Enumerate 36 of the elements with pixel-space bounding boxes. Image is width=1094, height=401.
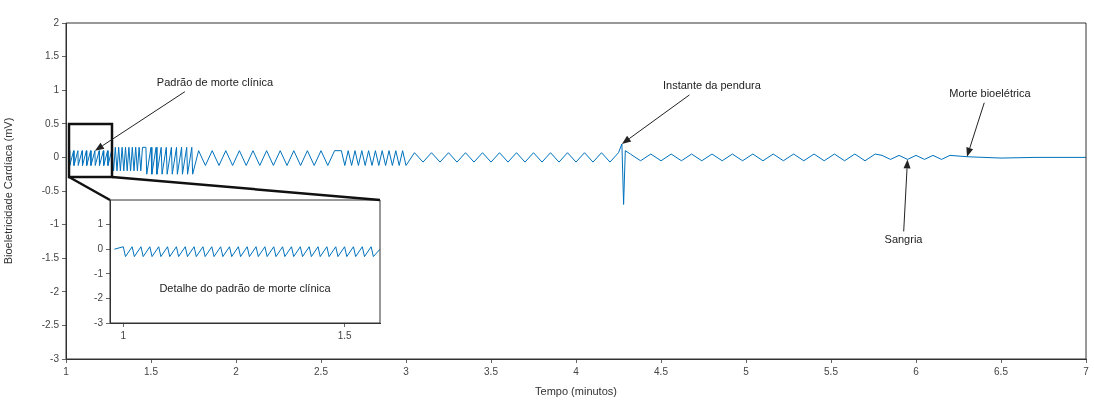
x-tick-label: 7 [1083,365,1090,377]
annotation: Instante da pendura [662,78,762,91]
y-tick-label: 1 [53,83,60,95]
x-tick-label: 6 [913,365,920,377]
x-tick-label: 1 [63,365,70,377]
y-tick-label: -2 [94,292,104,304]
y-tick-label: -1 [50,218,60,230]
annotation: Morte bioelétrica [949,86,1032,99]
x-tick-label: 3 [403,365,410,377]
y-tick-label: -1 [94,267,104,279]
x-tick-label: 4.5 [654,365,669,377]
x-tick-label: 5.5 [824,365,839,377]
x-tick-label: 2 [233,365,240,377]
y-tick-label: 0 [53,151,60,163]
y-tick-label: -1.5 [41,251,60,263]
annotation: Sangria [884,233,924,246]
annotation: Detalhe do padrão de morte clínica [159,281,332,294]
x-tick-label: 2.5 [314,365,329,377]
x-axis-title: Tempo (minutos) [535,385,617,398]
y-tick-label: 0.5 [45,117,60,129]
y-tick-label: -2 [50,285,60,297]
x-tick-label: 4 [573,365,580,377]
y-tick-label: 2 [53,16,60,28]
y-tick-label: -3 [94,316,104,328]
y-tick-label: -2.5 [41,319,60,331]
y-tick-label: -3 [50,352,60,364]
x-tick-label: 3.5 [484,365,499,377]
annotation: Padrão de morte clínica [156,75,274,88]
y-tick-label: 1 [97,218,104,230]
x-tick-label: 1.5 [144,365,159,377]
y-tick-label: 1.5 [45,50,60,62]
x-tick-label: 6.5 [994,365,1009,377]
y-axis-title: Bioeletricidade Cardíaca (mV) [1,117,14,265]
y-tick-label: -0.5 [41,184,60,196]
y-tick-label: 0 [97,242,104,254]
x-tick-label: 5 [743,365,750,377]
